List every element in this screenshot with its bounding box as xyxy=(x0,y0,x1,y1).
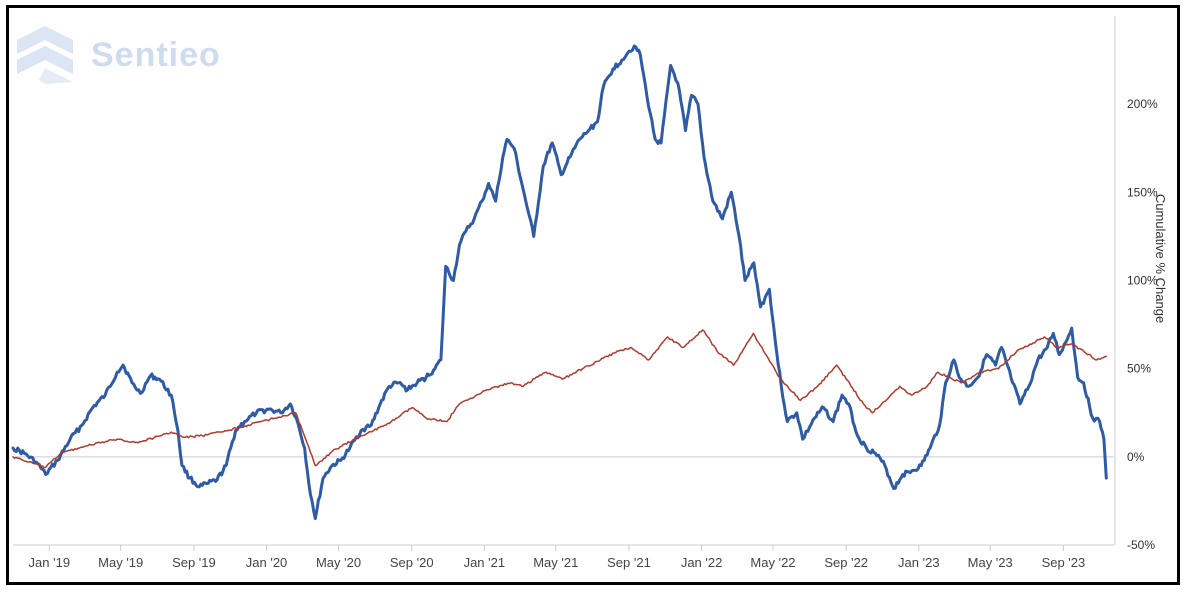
axes xyxy=(13,16,1116,551)
y-tick-label: 150% xyxy=(1127,185,1158,199)
x-tick-label: Sep '21 xyxy=(607,555,651,570)
y-tick-label: -50% xyxy=(1127,538,1155,552)
x-tick-label: Sep '22 xyxy=(824,555,868,570)
x-tick-label: May '21 xyxy=(533,555,578,570)
sentieo-watermark-logo: Sentieo xyxy=(17,26,221,84)
series-line-red xyxy=(12,329,1108,469)
x-tick-label: Jan '20 xyxy=(246,555,288,570)
x-tick-label: May '23 xyxy=(968,555,1013,570)
x-tick-label: May '22 xyxy=(750,555,795,570)
x-tick-label: Sep '23 xyxy=(1042,555,1086,570)
y-tick-label: 0% xyxy=(1127,450,1145,464)
chart-canvas: Sentieo Jan '19 May '19 Sep '19 Jan '20 May … xyxy=(11,16,1168,570)
x-tick-label: May '19 xyxy=(98,555,143,570)
watermark-text: Sentieo xyxy=(91,36,221,74)
y-tick-label: 100% xyxy=(1127,274,1158,288)
y-tick-label: 200% xyxy=(1127,97,1158,111)
x-tick-label: Jan '22 xyxy=(681,555,723,570)
x-tick-label: Sep '20 xyxy=(390,555,434,570)
x-tick-label: Jan '19 xyxy=(29,555,71,570)
x-tick-label: Jan '23 xyxy=(898,555,940,570)
x-tick-label: Sep '19 xyxy=(172,555,216,570)
y-axis-title: Cumulative % Change xyxy=(1153,194,1168,323)
tick-labels: Jan '19 May '19 Sep '19 Jan '20 May '20 Sep '… xyxy=(29,97,1168,570)
x-tick-label: Jan '21 xyxy=(464,555,506,570)
y-tick-label: 50% xyxy=(1127,362,1151,376)
series-lines xyxy=(11,44,1108,521)
x-tick-label: May '20 xyxy=(316,555,361,570)
chart-frame: Sentieo Jan '19 May '19 Sep '19 Jan '20 May … xyxy=(6,5,1180,585)
series-line-blue xyxy=(11,44,1108,521)
